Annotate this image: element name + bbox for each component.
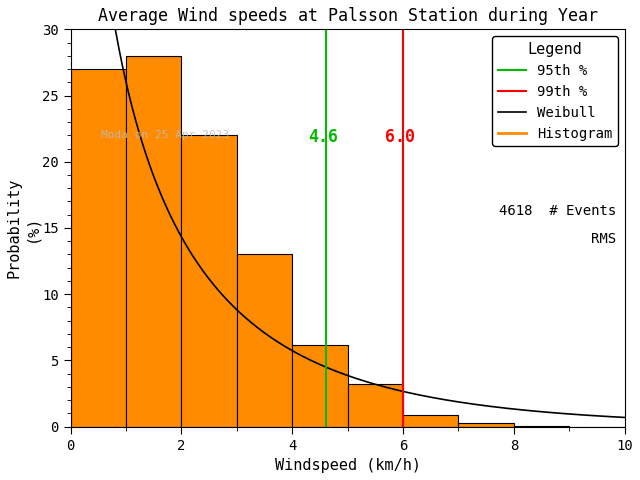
Line: Weibull: Weibull [71, 0, 625, 418]
Bar [292, 345, 348, 427]
X-axis label: Windspeed (km/h): Windspeed (km/h) [275, 458, 420, 473]
Text: 4618  # Events: 4618 # Events [499, 204, 616, 218]
Weibull [447, 398, 455, 404]
99th % [399, 410, 407, 416]
Weibull [509, 406, 516, 412]
Weibull [291, 349, 299, 355]
Y-axis label: Probability
(%): Probability (%) [7, 178, 39, 278]
Bar [182, 135, 237, 427]
Weibull [311, 360, 319, 365]
Bar [348, 384, 403, 427]
Bar [458, 423, 514, 427]
Text: 6.0: 6.0 [385, 128, 415, 146]
Bar [514, 426, 570, 427]
Bar [237, 254, 292, 427]
Text: Moda on 25 Apr 2023: Moda on 25 Apr 2023 [101, 130, 229, 140]
Legend: 95th %, 99th %, Weibull, Histogram: 95th %, 99th %, Weibull, Histogram [492, 36, 618, 146]
Weibull [621, 415, 628, 420]
95th % [322, 410, 330, 416]
Text: RMS: RMS [591, 232, 616, 246]
Bar [403, 415, 458, 427]
Bar [70, 69, 126, 427]
Bar [126, 56, 182, 427]
Weibull [499, 405, 506, 411]
95th % [322, 424, 330, 430]
Weibull [124, 84, 131, 90]
Title: Average Wind speeds at Palsson Station during Year: Average Wind speeds at Palsson Station d… [98, 7, 598, 25]
Text: 4.6: 4.6 [308, 128, 338, 146]
99th % [399, 424, 407, 430]
